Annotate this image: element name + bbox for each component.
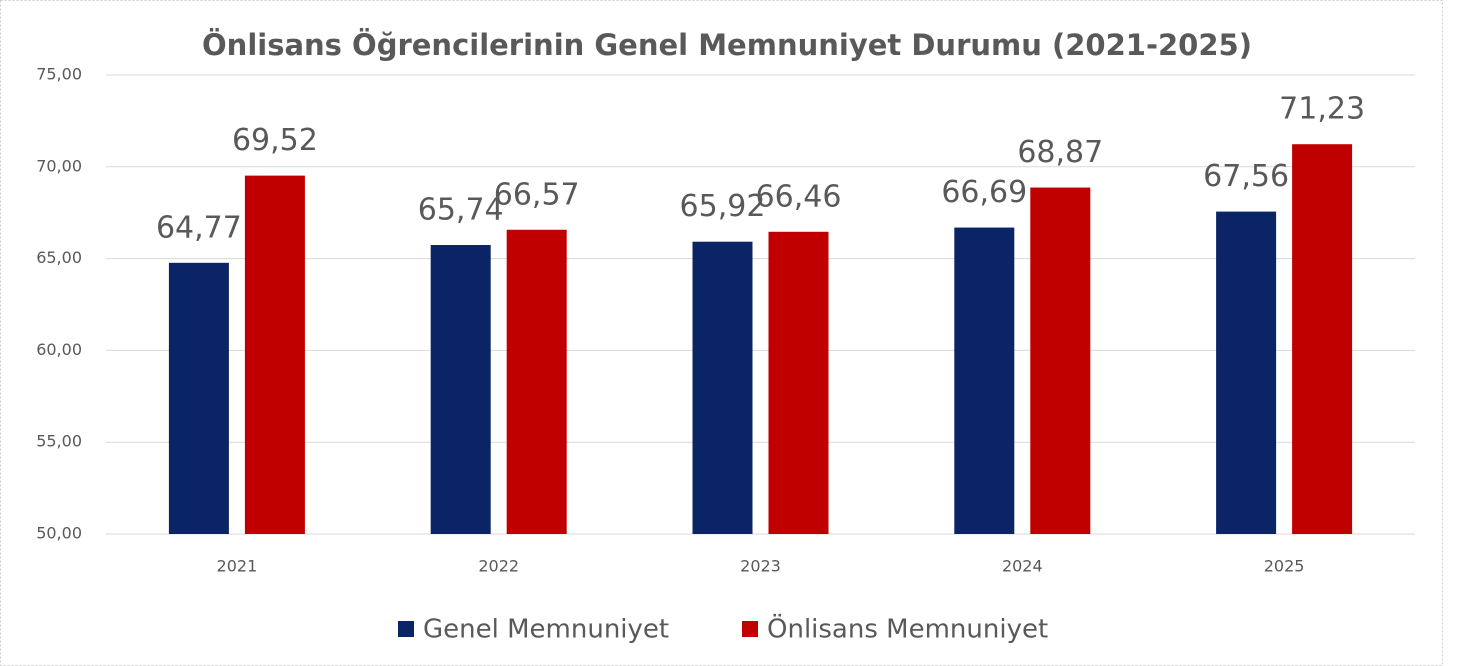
data-label: 64,77 xyxy=(156,210,242,245)
y-tick-label: 70,00 xyxy=(36,156,82,175)
bar xyxy=(692,241,753,534)
y-tick-label: 65,00 xyxy=(36,248,82,267)
bar xyxy=(168,262,229,534)
y-tick-label: 50,00 xyxy=(36,524,82,543)
bar xyxy=(954,227,1015,534)
bar xyxy=(1030,187,1091,534)
bar xyxy=(768,231,829,534)
x-tick-label: 2025 xyxy=(1264,557,1305,576)
data-label: 71,23 xyxy=(1279,92,1365,127)
data-label: 65,92 xyxy=(680,189,766,224)
legend-swatch xyxy=(398,621,414,637)
bar xyxy=(1216,211,1277,535)
x-tick-label: 2022 xyxy=(478,557,519,576)
bar xyxy=(430,245,491,534)
x-tick-label: 2021 xyxy=(217,557,258,576)
data-label: 66,46 xyxy=(756,179,842,214)
data-label: 68,87 xyxy=(1017,135,1103,170)
y-tick-label: 60,00 xyxy=(36,340,82,359)
x-tick-label: 2024 xyxy=(1002,557,1043,576)
y-tick-label: 75,00 xyxy=(36,65,82,84)
legend-label: Önlisans Memnuniyet xyxy=(767,613,1048,645)
data-label: 66,57 xyxy=(494,177,580,212)
bar xyxy=(506,229,567,535)
y-tick-label: 55,00 xyxy=(36,432,82,451)
data-label: 67,56 xyxy=(1203,159,1289,194)
bar xyxy=(244,175,305,534)
data-label: 66,69 xyxy=(941,175,1027,210)
chart-title: Önlisans Öğrencilerinin Genel Memnuniyet… xyxy=(202,28,1252,62)
data-label: 65,74 xyxy=(418,193,504,228)
x-tick-label: 2023 xyxy=(740,557,781,576)
legend-swatch xyxy=(742,621,758,637)
legend-label: Genel Memnuniyet xyxy=(423,615,669,645)
data-label: 69,52 xyxy=(232,123,318,158)
bar xyxy=(1292,144,1353,534)
